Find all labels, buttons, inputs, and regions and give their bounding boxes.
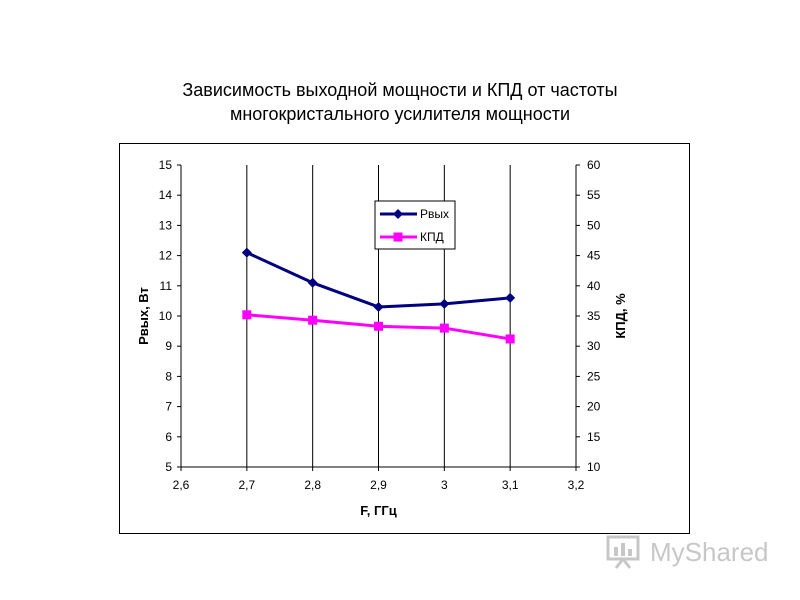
data-point (242, 310, 252, 320)
y2-tick-label: 45 (587, 249, 601, 263)
y-axis-title: Рвых, Вт (136, 287, 151, 345)
x-tick-label: 2,6 (173, 478, 190, 492)
data-point (241, 247, 252, 258)
chart-title-line-2: многокристального усилителя мощности (229, 104, 571, 124)
y2-tick-label: 50 (587, 218, 601, 232)
y-tick-label: 6 (165, 430, 172, 444)
legend-label: КПД (420, 230, 444, 244)
y-tick-label: 7 (165, 400, 172, 414)
y2-tick-label: 30 (587, 339, 601, 353)
legend-label: Рвых (420, 207, 449, 221)
y2-tick-label: 55 (587, 188, 601, 202)
y2-tick-label: 20 (587, 400, 601, 414)
legend-box (374, 200, 456, 250)
watermark-text: MyShared (650, 536, 769, 567)
data-point (374, 321, 383, 331)
data-point (373, 301, 384, 312)
presentation-icon (606, 535, 640, 569)
y2-tick-label: 60 (587, 158, 601, 172)
y2-tick-label: 35 (587, 309, 601, 323)
y2-tick-label: 25 (587, 369, 601, 383)
x-tick-label: 2,8 (304, 478, 321, 492)
legend-marker (393, 209, 403, 219)
data-point (505, 292, 516, 303)
legend-marker (393, 232, 403, 242)
data-point (439, 298, 450, 309)
x-tick-label: 2,7 (238, 478, 255, 492)
y2-tick-label: 40 (587, 279, 601, 293)
data-point (307, 277, 318, 288)
y-tick-label: 12 (159, 249, 173, 263)
y-tick-label: 13 (159, 218, 173, 232)
x-tick-label: 3,1 (502, 478, 519, 492)
watermark-logo: MyShared (606, 535, 769, 569)
y2-tick-label: 10 (587, 460, 601, 474)
y2-tick-label: 15 (587, 430, 601, 444)
data-point (439, 323, 449, 333)
data-point (505, 334, 515, 344)
data-point (308, 315, 318, 325)
x-tick-label: 3 (441, 478, 448, 492)
y-tick-label: 14 (159, 188, 173, 202)
y2-axis-title: КПД, % (613, 293, 628, 339)
x-axis-title: F, ГГц (360, 503, 396, 518)
y-tick-label: 5 (165, 460, 172, 474)
y-tick-label: 10 (159, 309, 173, 323)
chart-title: Зависимость выходной мощности и КПД от ч… (0, 78, 800, 126)
x-tick-label: 3,2 (568, 478, 585, 492)
chart-title-line-1: Зависимость выходной мощности и КПД от ч… (182, 80, 618, 100)
y-tick-label: 15 (159, 158, 173, 172)
y-tick-label: 9 (165, 339, 172, 353)
y-tick-label: 11 (160, 279, 173, 293)
y-tick-label: 8 (165, 369, 172, 383)
x-tick-label: 2,9 (370, 478, 387, 492)
